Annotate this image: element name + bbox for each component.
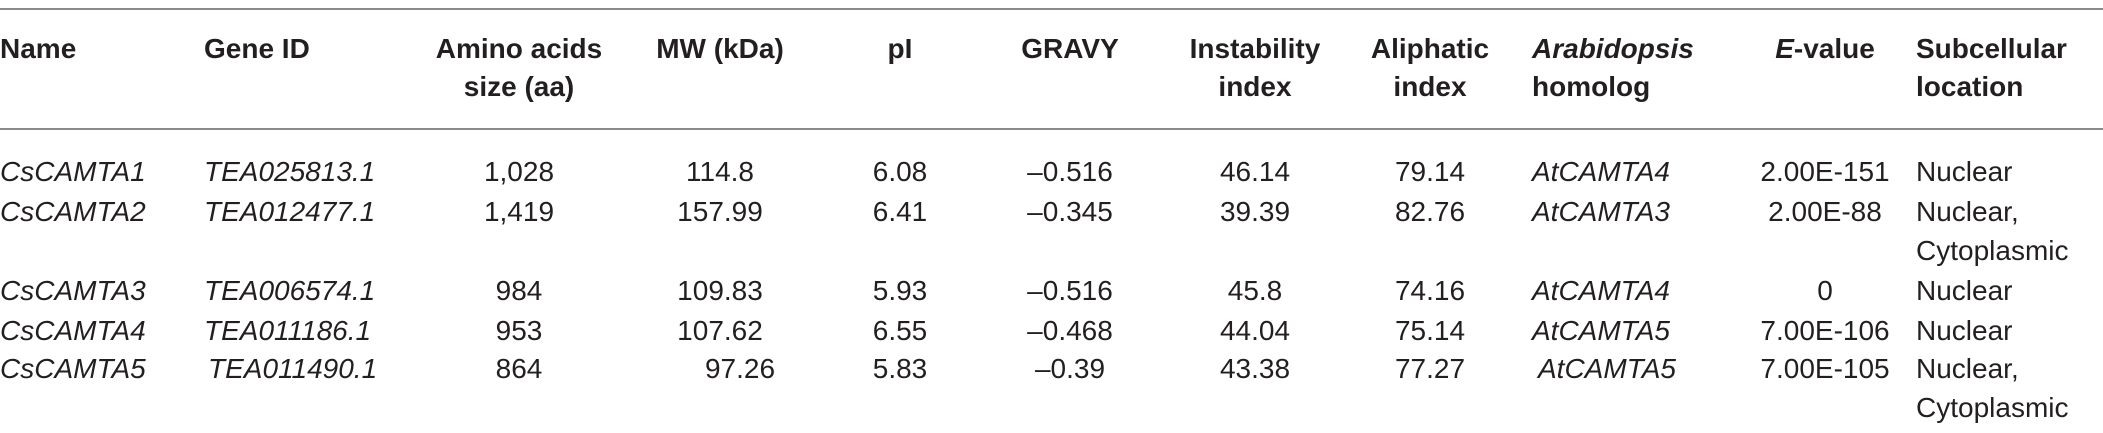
header-amino-acids-line1: Amino acids (435, 33, 603, 64)
cell-aliphatic: 75.14 (1394, 315, 1466, 346)
cell-homolog: AtCAMTA4 (1532, 275, 1670, 306)
cell-amino-acids: 953 (495, 315, 543, 346)
header-gene-id: Gene ID (204, 33, 310, 64)
cell-gravy: –0.516 (1027, 275, 1113, 306)
cell-evalue: 7.00E-106 (1760, 315, 1890, 346)
header-pi: pI (887, 33, 913, 64)
cell-mw: 114.8 (686, 156, 754, 187)
header-aliphatic-line1: Aliphatic (1370, 33, 1490, 64)
cell-location: Nuclear (1916, 275, 2013, 306)
cell-gene-id: TEA025813.1 (204, 156, 376, 187)
cell-name: CsCAMTA3 (0, 275, 146, 306)
cell-instability: 43.38 (1219, 353, 1291, 384)
cell-amino-acids: 864 (495, 353, 543, 384)
cell-gene-id: TEA011490.1 (208, 353, 378, 384)
cell-pi: 6.08 (872, 156, 928, 187)
table-header-rule (0, 128, 2103, 130)
cell-instability: 45.8 (1227, 275, 1283, 306)
header-subcellular-line1: Subcellular (1916, 33, 2067, 64)
cell-aliphatic: 79.14 (1394, 156, 1466, 187)
cell-amino-acids: 1,419 (483, 196, 555, 227)
header-amino-acids-line2: size (aa) (463, 71, 575, 102)
cell-pi: 6.55 (872, 315, 928, 346)
header-aliphatic-line2: index (1393, 71, 1467, 102)
cell-gravy: –0.345 (1027, 196, 1113, 227)
cell-mw: 109.83 (677, 275, 763, 306)
cell-gene-id: TEA012477.1 (204, 196, 376, 227)
cell-gene-id: TEA006574.1 (204, 275, 376, 306)
cell-instability: 46.14 (1219, 156, 1291, 187)
cell-evalue: 2.00E-151 (1760, 156, 1890, 187)
cell-instability: 39.39 (1219, 196, 1291, 227)
cell-gravy: –0.468 (1027, 315, 1113, 346)
cell-aliphatic: 82.76 (1394, 196, 1466, 227)
cell-location: Nuclear, (1916, 353, 2019, 384)
table-top-rule (0, 8, 2103, 10)
cell-pi: 6.41 (872, 196, 928, 227)
header-evalue-suffix: -value (1793, 33, 1875, 64)
cell-aliphatic: 77.27 (1394, 353, 1466, 384)
cell-homolog: AtCAMTA3 (1532, 196, 1670, 227)
cell-aliphatic: 74.16 (1394, 275, 1466, 306)
cell-location: Nuclear (1916, 156, 2013, 187)
cell-evalue: 2.00E-88 (1768, 196, 1882, 227)
header-evalue: E-value (1740, 30, 1910, 68)
header-instability-line1: Instability (1189, 33, 1321, 64)
cell-location: Nuclear (1916, 315, 2013, 346)
cell-evalue: 7.00E-105 (1760, 353, 1890, 384)
header-homolog-line2: homolog (1532, 71, 1651, 102)
cell-mw: 107.62 (677, 315, 763, 346)
cell-location-line2: Cytoplasmic (1916, 235, 2069, 266)
header-instability-line2: index (1218, 71, 1292, 102)
cell-homolog: AtCAMTA4 (1532, 156, 1670, 187)
header-subcellular-line2: location (1916, 71, 2024, 102)
cell-name: CsCAMTA4 (0, 315, 146, 346)
header-homolog-line1: Arabidopsis (1532, 33, 1694, 64)
cell-homolog: AtCAMTA5 (1538, 353, 1676, 384)
cell-instability: 44.04 (1219, 315, 1291, 346)
header-aliphatic-index: Aliphatic index (1350, 30, 1510, 106)
cell-evalue: 0 (1817, 275, 1833, 306)
cell-gravy: –0.516 (1027, 156, 1113, 187)
cell-mw: 97.26 (704, 353, 776, 384)
header-arabidopsis-homolog: Arabidopsis homolog (1532, 30, 1694, 106)
cell-pi: 5.83 (872, 353, 928, 384)
cell-name: CsCAMTA1 (0, 156, 146, 187)
cell-name: CsCAMTA5 (0, 353, 146, 384)
header-amino-acids: Amino acids size (aa) (424, 30, 614, 106)
cell-amino-acids: 984 (495, 275, 543, 306)
cell-amino-acids: 1,028 (483, 156, 555, 187)
header-mw: MW (kDa) (656, 33, 784, 64)
cell-gene-id: TEA011186.1 (204, 315, 372, 346)
cell-mw: 157.99 (677, 196, 763, 227)
header-name: Name (0, 33, 77, 64)
header-evalue-prefix: E (1775, 33, 1794, 64)
cell-location-line2: Cytoplasmic (1916, 392, 2069, 423)
cell-homolog: AtCAMTA5 (1532, 315, 1670, 346)
cell-name: CsCAMTA2 (0, 196, 146, 227)
cell-pi: 5.93 (872, 275, 928, 306)
cell-location: Nuclear, (1916, 196, 2019, 227)
cell-gravy: –0.39 (1034, 353, 1106, 384)
header-subcellular-location: Subcellular location (1916, 30, 2067, 106)
header-instability-index: Instability index (1160, 30, 1350, 106)
header-gravy: GRAVY (1021, 33, 1119, 64)
